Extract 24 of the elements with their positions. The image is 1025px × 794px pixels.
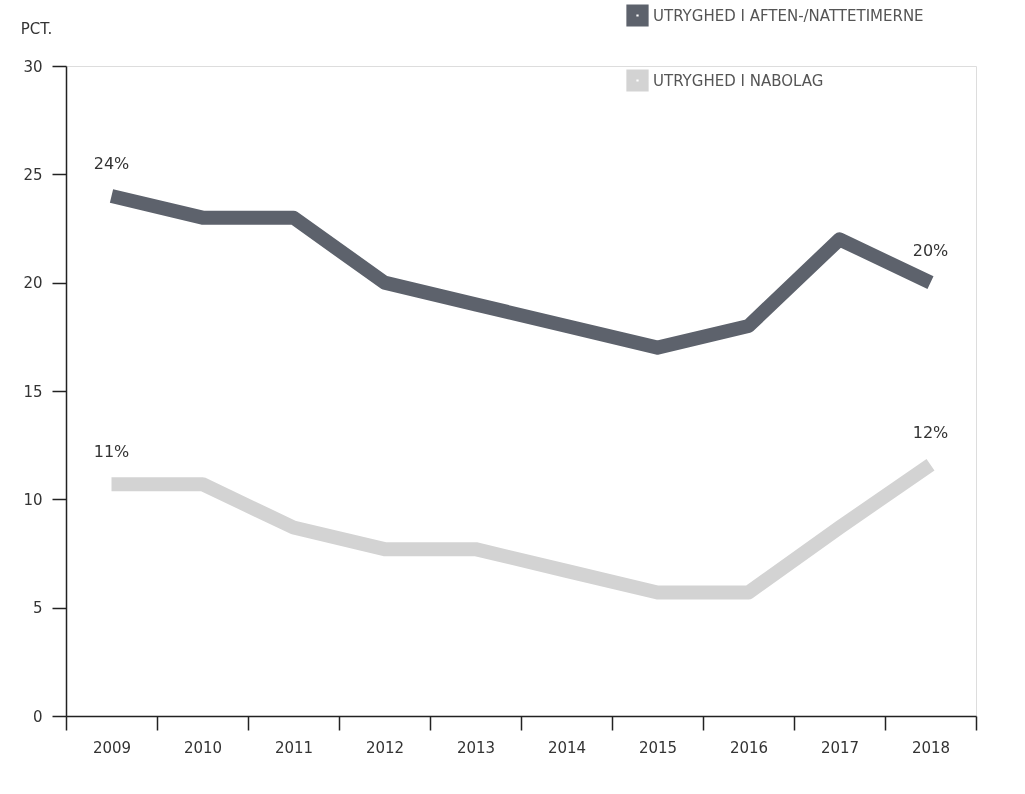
x-tick-label: 2010 bbox=[183, 738, 223, 757]
x-tick-label: 2018 bbox=[911, 738, 951, 757]
data-label: 24% bbox=[93, 154, 130, 173]
data-label: 12% bbox=[912, 422, 949, 442]
legend-label: UTRYGHED I NABOLAG bbox=[653, 71, 824, 90]
y-tick-label: 15 bbox=[23, 382, 43, 401]
y-tick-label: 25 bbox=[23, 165, 43, 184]
y-tick-label: 5 bbox=[32, 599, 43, 618]
y-axis-title: PCT. bbox=[20, 19, 53, 38]
x-tick-label: 2012 bbox=[365, 738, 405, 757]
data-label: 20% bbox=[912, 240, 949, 260]
x-tick-label: 2009 bbox=[92, 738, 132, 757]
x-tick-label: 2017 bbox=[820, 738, 860, 757]
x-tick-label: 2016 bbox=[729, 738, 769, 757]
y-tick-label: 30 bbox=[23, 57, 43, 76]
x-tick-label: 2011 bbox=[274, 738, 314, 757]
legend-label: UTRYGHED I AFTEN-/NATTETIMERNE bbox=[653, 6, 924, 25]
data-label: 11% bbox=[93, 442, 130, 462]
x-tick-label: 2014 bbox=[547, 738, 587, 757]
y-tick-label: 0 bbox=[32, 707, 43, 726]
x-tick-label: 2013 bbox=[456, 738, 496, 757]
y-tick-label: 10 bbox=[23, 490, 43, 509]
x-tick-label: 2015 bbox=[638, 738, 678, 757]
y-tick-label: 20 bbox=[23, 274, 43, 293]
